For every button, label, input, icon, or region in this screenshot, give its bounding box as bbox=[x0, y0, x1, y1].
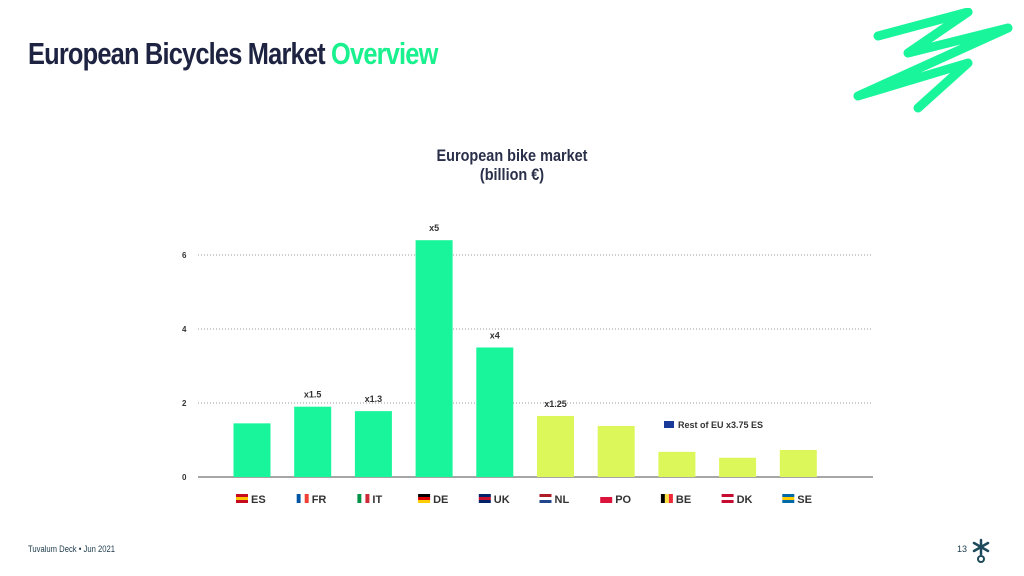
bar-nl bbox=[537, 415, 574, 477]
bar-es bbox=[233, 423, 271, 477]
bar-de bbox=[415, 240, 453, 477]
bar-fr bbox=[294, 406, 332, 477]
x-tick-label: FR bbox=[312, 494, 327, 506]
chart-title-line-1: European bike market bbox=[436, 146, 588, 165]
x-tick-label: DK bbox=[737, 494, 753, 506]
x-tick-label: PO bbox=[615, 494, 631, 506]
x-tick-label: UK bbox=[494, 494, 510, 506]
bar-label: x1.3 bbox=[365, 394, 383, 404]
bar-label: x5 bbox=[429, 223, 439, 233]
italy-flag-icon bbox=[357, 494, 370, 503]
x-tick-label: BE bbox=[676, 494, 691, 506]
eu-flag-icon bbox=[664, 421, 674, 428]
bar-uk bbox=[476, 347, 514, 477]
bar-dk bbox=[719, 457, 757, 477]
bar-label: x4 bbox=[490, 331, 500, 341]
france-flag-icon bbox=[296, 494, 309, 503]
poland-flag-icon bbox=[600, 494, 613, 503]
germany-flag-icon bbox=[418, 494, 431, 503]
x-tick-label: NL bbox=[555, 494, 570, 506]
sweden-flag-icon bbox=[782, 494, 795, 503]
page-number: 13 bbox=[957, 544, 968, 554]
chart-title: European bike market (billion €) bbox=[77, 146, 947, 184]
spain-flag-icon bbox=[236, 494, 248, 503]
bar-po bbox=[597, 425, 635, 477]
title-main: European Bicycles Market bbox=[28, 36, 326, 71]
brand-swoosh-logo bbox=[853, 8, 1013, 113]
y-tick-label: 6 bbox=[182, 251, 187, 260]
brand-asterisk-icon bbox=[972, 538, 990, 563]
bar-it bbox=[354, 411, 392, 477]
x-tick-label: DE bbox=[433, 494, 448, 506]
x-tick-label: SE bbox=[797, 494, 812, 506]
y-tick-label: 0 bbox=[182, 473, 187, 482]
bar-be bbox=[658, 451, 696, 477]
bar-label: x1.25 bbox=[544, 399, 567, 409]
y-tick-label: 2 bbox=[182, 399, 187, 408]
footer-text: Tuvalum Deck • Jun 2021 bbox=[28, 544, 116, 554]
chart-title-line-2: (billion €) bbox=[479, 165, 545, 184]
title-accent: Overview bbox=[331, 36, 438, 71]
y-tick-label: 4 bbox=[182, 325, 187, 334]
bar-label: x1.5 bbox=[304, 390, 322, 400]
x-tick-label: ES bbox=[251, 494, 266, 506]
netherlands-flag-icon bbox=[539, 494, 552, 503]
x-tick-label: IT bbox=[372, 494, 382, 506]
belgium-flag-icon bbox=[660, 494, 673, 503]
denmark-flag-icon bbox=[721, 494, 734, 503]
uk-flag-icon bbox=[478, 494, 491, 503]
page-title: European Bicycles Market Overview bbox=[28, 36, 438, 72]
annotation-rest-of-eu: Rest of EU x3.75 ES bbox=[678, 420, 763, 430]
bar-se bbox=[779, 449, 817, 477]
